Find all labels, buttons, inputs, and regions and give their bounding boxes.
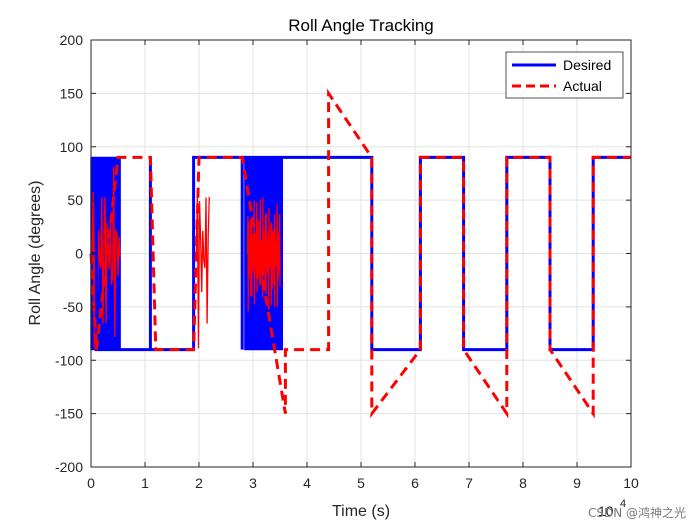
y-tick-label: -150 xyxy=(55,406,83,422)
y-tick-label: 50 xyxy=(67,192,83,208)
legend-actual-label: Actual xyxy=(563,78,602,94)
y-tick-label: -200 xyxy=(55,459,83,475)
y-tick-label: -50 xyxy=(63,299,83,315)
y-tick-label: 100 xyxy=(60,139,84,155)
x-tick-label: 2 xyxy=(195,475,203,491)
y-tick-label: 200 xyxy=(60,32,84,48)
x-exponent-power: 4 xyxy=(620,498,626,510)
legend: Desired Actual xyxy=(505,51,624,99)
series-layer xyxy=(89,88,631,419)
x-tick-label: 0 xyxy=(87,475,95,491)
x-tick-label: 8 xyxy=(519,475,527,491)
x-tick-label: 7 xyxy=(465,475,473,491)
x-exponent-base: 10 xyxy=(598,503,614,519)
y-tick-label: 0 xyxy=(75,246,83,262)
x-tick-label: 4 xyxy=(303,475,311,491)
actual-oscillation xyxy=(246,197,281,312)
y-axis-label: Roll Angle (degrees) xyxy=(27,181,44,326)
legend-box xyxy=(505,51,624,99)
x-tick-label: 6 xyxy=(411,475,419,491)
series-line-actual xyxy=(89,88,631,419)
y-tick-label: 150 xyxy=(60,85,84,101)
x-axis-label: Time (s) xyxy=(332,503,390,520)
x-tick-label: 3 xyxy=(249,475,257,491)
x-tick-label: 1 xyxy=(141,475,149,491)
x-tick-label: 5 xyxy=(357,475,365,491)
legend-desired-label: Desired xyxy=(563,57,611,73)
watermark: CSDN @鸿神之光 xyxy=(588,506,686,520)
chart-title: Roll Angle Tracking xyxy=(288,16,434,35)
series-line-desired xyxy=(91,155,631,352)
y-tick-label: -100 xyxy=(55,352,83,368)
x-tick-label: 10 xyxy=(623,475,639,491)
x-tick-label: 9 xyxy=(573,475,581,491)
axis-ticks: 0 1 2 3 4 5 6 7 8 9 10 -200 -150 -100 -50 0 50 100 150 200 xyxy=(55,32,639,491)
